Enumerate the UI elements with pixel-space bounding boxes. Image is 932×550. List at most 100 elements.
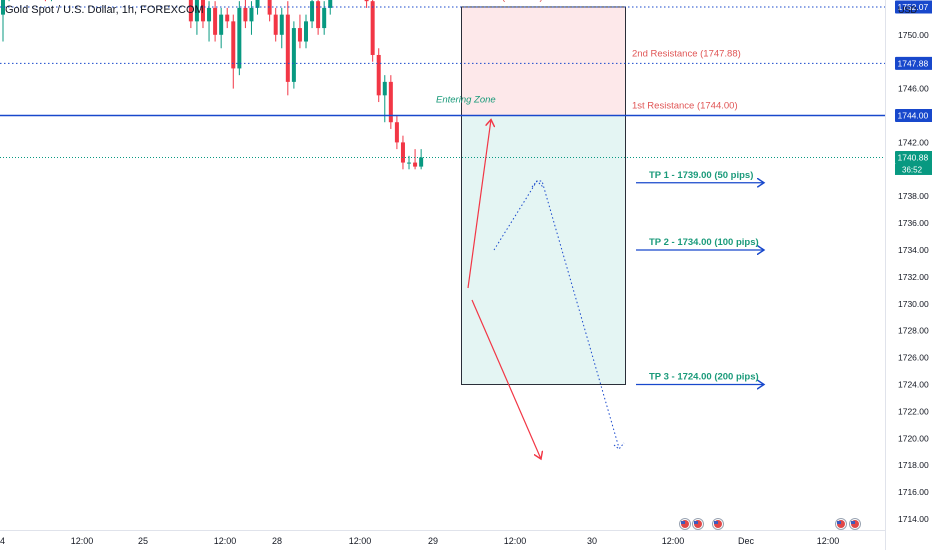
candle-body <box>364 0 369 2</box>
chart-title: Gold Spot / U.S. Dollar, 1h, FOREXCOM <box>5 4 204 16</box>
candlestick-series <box>1 0 424 170</box>
candle-body <box>225 14 230 22</box>
time-tick-label: 29 <box>428 536 438 546</box>
candle-body <box>304 21 308 42</box>
time-tick-label: 30 <box>587 536 597 546</box>
price-tick-label: 1736.00 <box>898 218 929 228</box>
take-profit-label: TP 1 - 1739.00 (50 pips) <box>649 170 753 181</box>
countdown-tag <box>895 163 932 175</box>
short-arrow[interactable] <box>471 299 541 459</box>
resistance-label: 3rd Resistance (1752.07) <box>436 0 543 3</box>
candle-body <box>243 7 248 22</box>
resistance-levels: 3rd Resistance (1752.07) 2nd Resistance (… <box>0 0 885 158</box>
price-tick-label: 1750.00 <box>898 30 929 40</box>
us-flag-icon[interactable] <box>849 518 861 530</box>
candle-body <box>207 7 212 22</box>
candle-body <box>388 81 393 123</box>
level-price-tag <box>895 109 932 122</box>
candle-body <box>255 0 260 8</box>
candle-body <box>322 7 327 29</box>
level-price-tag <box>895 56 932 70</box>
candle-body <box>413 162 418 167</box>
candle-body <box>400 142 405 163</box>
time-tick-label: 12:00 <box>817 536 840 546</box>
price-tag-text: 1744.00 <box>898 111 929 121</box>
candle-body <box>370 1 375 55</box>
price-tick-label: 1746.00 <box>898 84 929 94</box>
take-profit-label: TP 3 - 1724.00 (200 pips) <box>649 372 759 383</box>
time-axis[interactable]: 4 12:00 25 12:00 28 12:00 29 12:00 30 12:00 Dec 12:… <box>0 536 839 546</box>
candle-body <box>1 0 5 15</box>
projection-peak-arrow <box>531 180 544 188</box>
candle-body <box>382 81 387 96</box>
time-tick-label: Dec <box>738 536 755 546</box>
position-zones <box>461 6 626 386</box>
candle-body <box>200 0 205 22</box>
price-tick-label: 1732.00 <box>898 272 929 282</box>
price-tick-label: 1718.00 <box>898 460 929 470</box>
candle-body <box>328 0 333 8</box>
stop-zone <box>461 6 625 116</box>
price-tick-label: 1726.00 <box>898 353 929 363</box>
price-tag-text: 1740.88 <box>898 153 929 163</box>
price-tick-label: 1734.00 <box>898 245 929 255</box>
time-tick-label: 12:00 <box>214 536 237 546</box>
projection-end-arrow <box>613 442 625 450</box>
candle-body <box>213 7 218 35</box>
price-tick-label: 1722.00 <box>898 406 929 416</box>
candle-body <box>231 21 236 69</box>
candle-body <box>285 14 290 82</box>
price-tick-label: 1730.00 <box>898 299 929 309</box>
level-price-tag <box>895 0 932 14</box>
position-box[interactable] <box>461 6 626 386</box>
time-tick-label: 12:00 <box>504 536 527 546</box>
target-zone <box>461 115 625 385</box>
current-price-tag <box>895 150 932 164</box>
us-flag-icon[interactable] <box>712 518 724 530</box>
candle-body <box>310 1 315 22</box>
price-tick-label: 1716.00 <box>898 487 929 497</box>
us-flag-icon[interactable] <box>835 518 847 530</box>
candle-body <box>419 157 424 167</box>
time-tick-label: 12:00 <box>71 536 94 546</box>
entering-zone-label: Entering Zone <box>436 95 496 106</box>
time-tick-label: 12:00 <box>662 536 685 546</box>
candle-body <box>291 28 296 82</box>
price-tag-text: 1752.07 <box>898 2 929 12</box>
price-tick-label: 1738.00 <box>898 191 929 201</box>
candle-body <box>394 122 399 143</box>
us-flag-icon[interactable] <box>679 518 691 530</box>
price-tick-label: 1728.00 <box>898 326 929 336</box>
projection-path[interactable] <box>493 180 620 449</box>
candle-body <box>267 0 272 15</box>
candle-body <box>219 14 224 35</box>
currency-label: USD <box>898 5 918 15</box>
time-tick-label: 4 <box>0 536 5 546</box>
price-tick-label: 1714.00 <box>898 514 929 524</box>
candle-body <box>249 7 254 22</box>
us-flag-icon[interactable] <box>692 518 704 530</box>
candle-body <box>188 0 193 22</box>
price-tick-label: 1742.00 <box>898 137 929 147</box>
price-tick-label: 1720.00 <box>898 433 929 443</box>
time-tick-label: 12:00 <box>349 536 372 546</box>
entry-arrow[interactable] <box>467 120 491 289</box>
countdown-text: 36:52 <box>902 165 923 174</box>
candle-body <box>407 162 412 164</box>
price-axis[interactable]: 1714.00 1716.00 1718.00 1720.00 1722.00 1724.… <box>895 0 932 524</box>
time-tick-label: 25 <box>138 536 148 546</box>
candle-body <box>237 7 242 69</box>
price-tick-label: 1724.00 <box>898 380 929 390</box>
time-tick-label: 28 <box>272 536 282 546</box>
candle-body <box>297 28 302 42</box>
event-flags[interactable] <box>679 518 861 530</box>
resistance-label: 2nd Resistance (1747.88) <box>632 48 741 59</box>
candle-body <box>376 54 381 96</box>
candle-body <box>273 14 278 35</box>
candle-body <box>194 0 199 22</box>
trade-drawings: EXIT - 1754.00 (100 pips)TP 1 - 1739.00 … <box>467 0 764 459</box>
candle-body <box>316 1 321 29</box>
price-tag-text: 1747.88 <box>898 59 929 69</box>
take-profit-label: TP 2 - 1734.00 (100 pips) <box>649 237 759 248</box>
